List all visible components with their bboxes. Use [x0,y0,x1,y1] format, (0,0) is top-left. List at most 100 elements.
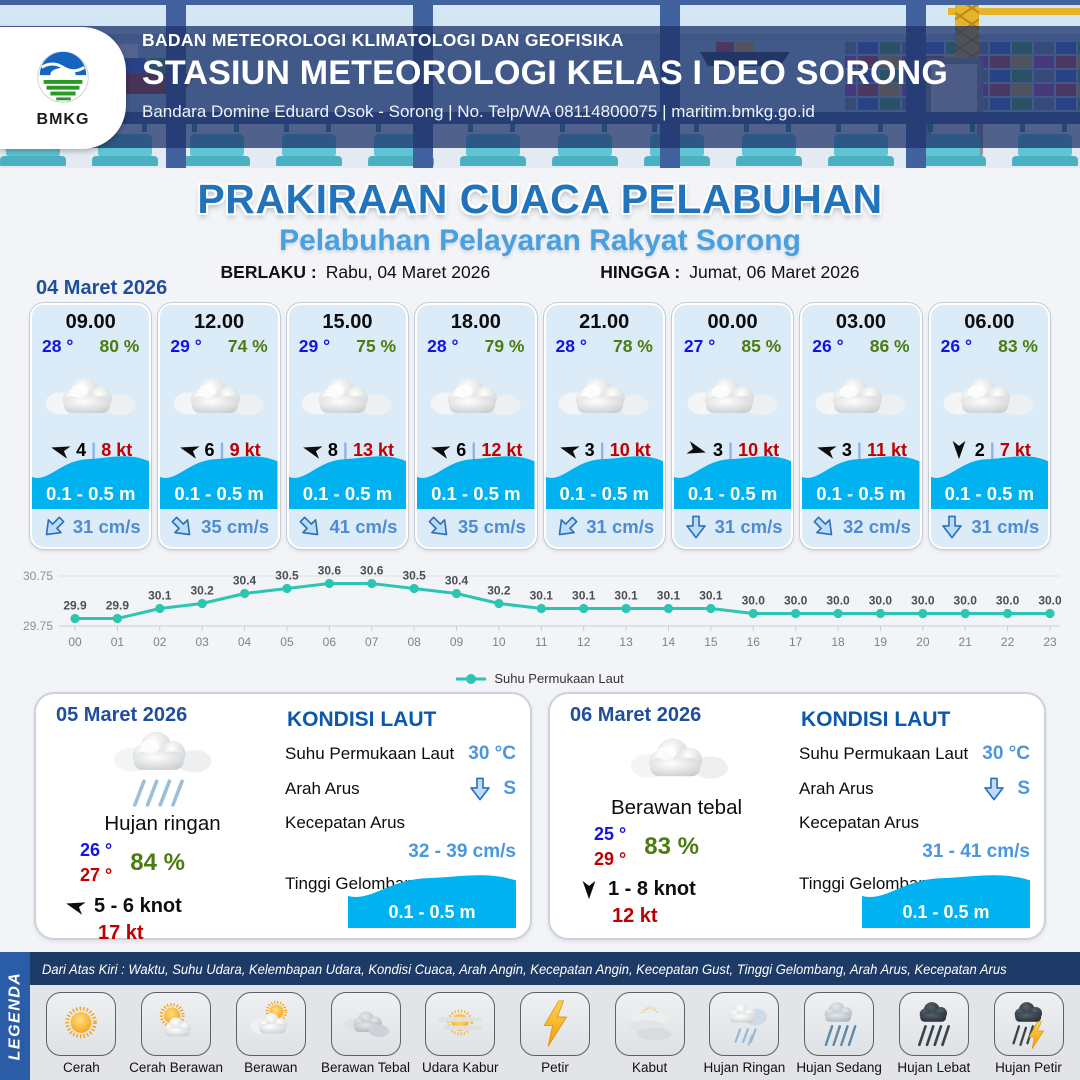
svg-text:03: 03 [195,635,209,649]
wind-speed: 4 [76,439,87,460]
svg-text:30.2: 30.2 [190,584,214,598]
current-direction-icon [39,512,69,542]
current-row: 35 cm/s [160,510,277,544]
wave-band: 0.1 - 0.5 m [802,451,920,509]
wave-band: 0.1 - 0.5 m [673,451,792,509]
svg-text:30.0: 30.0 [784,594,808,608]
sst-value: 30 °C [982,743,1030,764]
gust-speed: 11 kt [866,439,907,460]
wave-height: 0.1 - 0.5 m [687,483,778,504]
temp-min: 25 ° [594,823,627,844]
current-row: 31 cm/s [931,510,1048,544]
time-label: 12.00 [194,311,245,333]
current-dir-label: Arah Arus [799,779,874,798]
svg-text:05: 05 [280,635,294,649]
svg-text:09: 09 [450,635,464,649]
light-rain-icon [709,992,780,1056]
svg-text:29.9: 29.9 [63,599,87,613]
humidity: 74 % [227,336,268,356]
air-temp: 27 ° [683,336,716,356]
current-speed: 31 cm/s [72,516,141,537]
sst-line-chart: 30.75 29.75 00 01 02 03 04 05 06 07 08 09 10 11 12 13 14… [23,564,1062,650]
wind-speed: 3 [841,439,852,460]
header-text: BADAN METEOROLOGI KLIMATOLOGI DAN GEOFIS… [142,30,948,122]
wave-height-band: 0.1 - 0.5 m [348,870,516,928]
bmkg-logo: BMKG [0,27,126,149]
gust-speed: 13 kt [352,439,394,460]
thunder-icon [519,992,590,1056]
current-row: 31 cm/s [674,510,791,544]
time-label: 09.00 [65,311,116,333]
separator: | [471,439,477,460]
air-temp: 29 ° [170,336,202,356]
forecast-card: 00.00 27 ° 85 % 3 | 10 kt 0.1 - 0.5 m 31 cm… [671,303,794,549]
svg-text:30.2: 30.2 [487,584,511,598]
berlaku-value: Rabu, 04 Maret 2026 [325,262,491,282]
wave-height-band: 0.1 - 0.5 m [862,870,1030,928]
cloudy-weather-icon [674,359,791,435]
current-row: 41 cm/s [289,510,406,544]
svg-text:00: 00 [68,635,82,649]
time-label: 21.00 [579,311,630,333]
cloudy-weather-icon [289,359,406,435]
time-label: 15.00 [322,311,373,333]
wave-height: 0.1 - 0.5 m [944,483,1035,504]
heavy-rain-icon [898,992,969,1056]
forecast-card: 03.00 26 ° 86 % 3 | 11 kt 0.1 - 0.5 m 32 cm… [800,303,922,549]
svg-text:11: 11 [535,635,548,649]
wave-height: 0.1 - 0.5 m [388,902,476,922]
legend-item: Kabut [604,992,696,1075]
separator: | [989,439,995,460]
air-temp: 28 ° [42,336,74,356]
legend-item: Udara Kabur [414,992,506,1075]
svg-text:04: 04 [238,635,252,649]
gust-speed: 17 kt [98,921,144,944]
wind-speed: 8 [327,439,338,460]
legend-items: Cerah Cerah Berawan Berawan Berawan Teba… [30,985,1080,1080]
bmkg-logo-text: BMKG [36,110,90,128]
wind-direction-icon [64,897,86,915]
wave-band: 0.1 - 0.5 m [288,451,407,509]
wind-speed: 3 [713,439,724,460]
wind-row: 3 | 10 kt [674,439,791,461]
current-direction-icon [809,512,839,542]
humidity: 83 % [998,336,1038,356]
separator: | [856,439,862,460]
agency-name: BADAN METEOROLOGI KLIMATOLOGI DAN GEOFIS… [142,30,624,50]
overcast-icon [330,992,401,1056]
svg-text:10: 10 [492,635,506,649]
wind-row: 6 | 9 kt [160,439,277,461]
wave-band: 0.1 - 0.5 m [417,451,535,509]
current-direction-icon [942,515,963,539]
time-label: 00.00 [707,311,758,333]
temp-min: 26 ° [80,840,113,861]
svg-text:23: 23 [1043,635,1057,649]
day-card: 06 Maret 2026 Berawan tebal 25 ° 29 ° 83… [548,692,1046,940]
sst-label: Suhu Permukaan Laut [285,744,455,763]
station-address: Bandara Domine Eduard Osok - Sorong | No… [142,102,815,121]
legend-item: Hujan Sedang [793,992,885,1075]
legend-item: Cerah [35,992,127,1075]
svg-text:30.1: 30.1 [148,589,172,603]
humidity: 78 % [612,336,653,356]
legend-item: Hujan Ringan [698,992,790,1075]
current-speed: 35 cm/s [201,516,269,537]
wind-row: 3 | 11 kt [802,439,919,461]
svg-text:30.0: 30.0 [1038,594,1062,608]
svg-text:14: 14 [662,635,676,649]
current-direction-icon [984,777,1005,801]
svg-text:13: 13 [619,635,633,649]
forecast-card: 06.00 26 ° 83 % 2 | 7 kt 0.1 - 0.5 m 31 cm/… [928,303,1050,549]
forecast-date: 04 Maret 2026 [36,277,168,299]
svg-text:30.0: 30.0 [869,594,893,608]
thunderstorm-icon [993,992,1064,1056]
current-speed: 35 cm/s [457,516,526,537]
legend-description: Dari Atas Kiri : Waktu, Suhu Udara, Kele… [42,960,1007,977]
wind-row: 6 | 12 kt [417,439,534,461]
wave-band: 0.1 - 0.5 m [545,451,663,509]
air-temp: 28 ° [555,336,587,356]
current-dir-label: Arah Arus [285,779,360,798]
svg-text:02: 02 [153,635,167,649]
legend-item: Berawan [225,992,317,1075]
current-direction-icon [552,512,582,542]
